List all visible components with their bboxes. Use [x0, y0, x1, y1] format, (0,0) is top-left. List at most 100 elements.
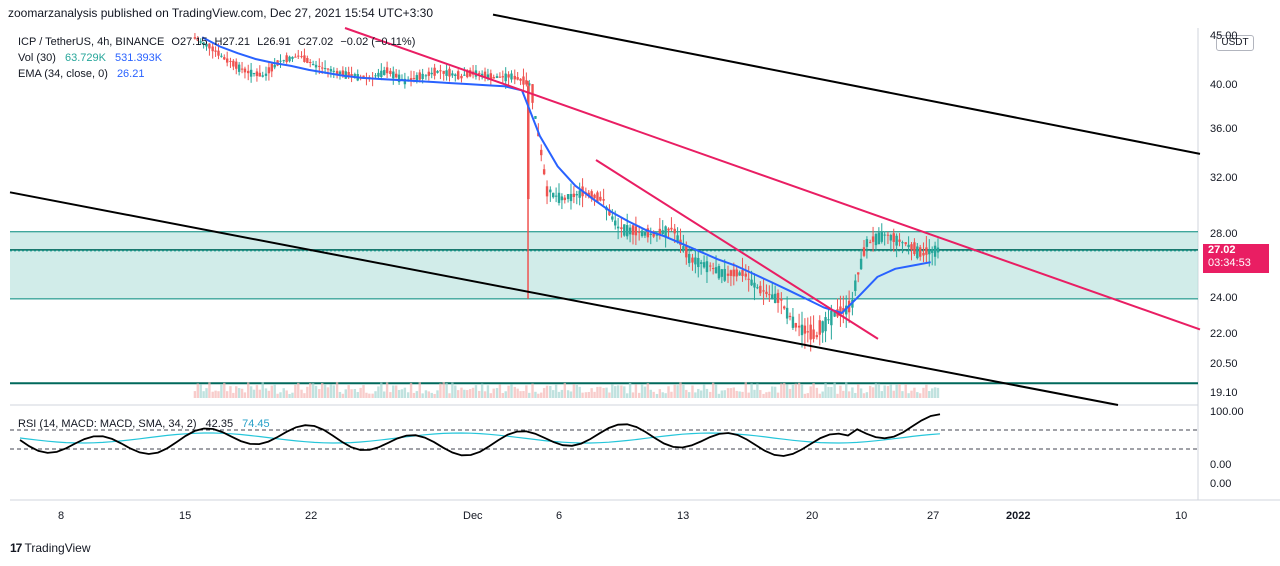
volume-bar [288, 393, 291, 398]
candle-body [445, 70, 448, 76]
time-tick-label: 8 [58, 510, 65, 522]
candle-body [314, 64, 318, 68]
volume-bar [406, 392, 410, 398]
candle-body [510, 73, 513, 80]
volume-bar [468, 389, 472, 398]
candle-body [214, 50, 217, 52]
ema-legend[interactable]: EMA (34, close, 0) 26.21 [18, 68, 144, 80]
candle-body [880, 232, 883, 242]
candle-body [877, 232, 881, 245]
volume-bars [193, 382, 940, 398]
volume-bar [744, 382, 747, 398]
support-zone [10, 231, 1198, 385]
volume-bar [637, 392, 641, 398]
candle-body [788, 315, 792, 318]
candle-body [311, 64, 315, 66]
volume-bar [702, 384, 706, 398]
candle-body [649, 233, 652, 235]
candle-body [821, 321, 824, 333]
volume-bar [803, 393, 807, 398]
candle-body [773, 293, 777, 303]
volume-bar [688, 392, 691, 398]
volume-bar [531, 383, 534, 398]
volume-bar [699, 390, 703, 398]
volume-bar [919, 393, 922, 398]
volume-bar [338, 391, 342, 398]
volume-bar [501, 392, 504, 398]
candle-body [418, 72, 421, 80]
short-trendline [595, 159, 879, 340]
volume-bar [516, 388, 519, 398]
volume-bar [883, 385, 886, 398]
volume-bar [214, 390, 217, 398]
volume-bar [780, 383, 783, 398]
candle-body [270, 63, 273, 72]
time-tick-label: 27 [927, 510, 940, 522]
volume-bar [252, 389, 256, 398]
symbol-legend[interactable]: ICP / TetherUS, 4h, BINANCE O27.15 H27.2… [18, 36, 415, 48]
candle-body [528, 83, 531, 86]
volume-bar [771, 386, 774, 398]
volume-bar [552, 390, 555, 398]
volume-bar [332, 385, 335, 398]
volume-bar [412, 392, 416, 398]
volume-bar [383, 391, 386, 398]
volume-bar [282, 388, 285, 398]
candle-body [705, 261, 709, 273]
volume-bar [466, 390, 469, 398]
volume-bar [418, 382, 421, 398]
volume-bar [261, 382, 264, 398]
candle-body [913, 242, 916, 255]
volume-bar [495, 388, 499, 398]
volume-legend[interactable]: Vol (30) 63.729K 531.393K [18, 52, 162, 64]
candle-body [377, 72, 380, 77]
candle-body [208, 43, 211, 49]
currency-button[interactable]: USDT [1216, 35, 1254, 51]
volume-bar [359, 387, 362, 398]
candle-body [685, 245, 688, 258]
candle-body [291, 56, 294, 59]
time-tick-label: 2022 [1006, 510, 1031, 522]
symbol-name[interactable]: ICP / TetherUS, 4h, BINANCE [18, 36, 165, 48]
volume-bar [877, 383, 881, 398]
volume-bar [628, 382, 632, 398]
volume-bar [311, 383, 315, 398]
volume-bar [365, 392, 368, 398]
price-tick-label: 24.00 [1210, 291, 1238, 304]
oscillator-legend[interactable]: RSI (14, MACD: MACD, SMA, 34, 2) 42.35 7… [18, 418, 270, 430]
candle-body [288, 56, 291, 62]
candle-body [765, 291, 768, 295]
candle-body [625, 225, 629, 237]
candle-body [833, 311, 836, 317]
candle-body [240, 68, 244, 70]
candle-body [433, 67, 436, 76]
volume-bar [232, 392, 235, 398]
volume-bar [510, 384, 513, 398]
volume-bar [750, 383, 753, 398]
candle-body [318, 65, 321, 67]
candle-body [587, 192, 590, 196]
volume-bar [898, 384, 901, 398]
candle-body [347, 72, 350, 78]
volume-bar [634, 384, 638, 398]
candle-body [729, 270, 733, 276]
volume-bar [347, 385, 350, 398]
volume-bar [448, 393, 451, 398]
candle-body [552, 192, 555, 198]
candle-body [525, 80, 528, 85]
candle-body [667, 228, 670, 231]
last-price: 27.02 [1208, 244, 1236, 256]
candle-body [780, 298, 783, 301]
volume-bar [614, 386, 617, 398]
volume-bar [705, 388, 709, 398]
volume-bar [812, 383, 815, 398]
volume-bar [575, 384, 578, 398]
candle-body [549, 189, 552, 193]
tradingview-logo[interactable]: 17 TradingView [10, 541, 91, 555]
volume-bar [291, 392, 294, 398]
candle-body [797, 325, 801, 328]
volume-bar [673, 384, 676, 398]
volume-bar [294, 384, 297, 398]
candle-body [504, 73, 507, 82]
